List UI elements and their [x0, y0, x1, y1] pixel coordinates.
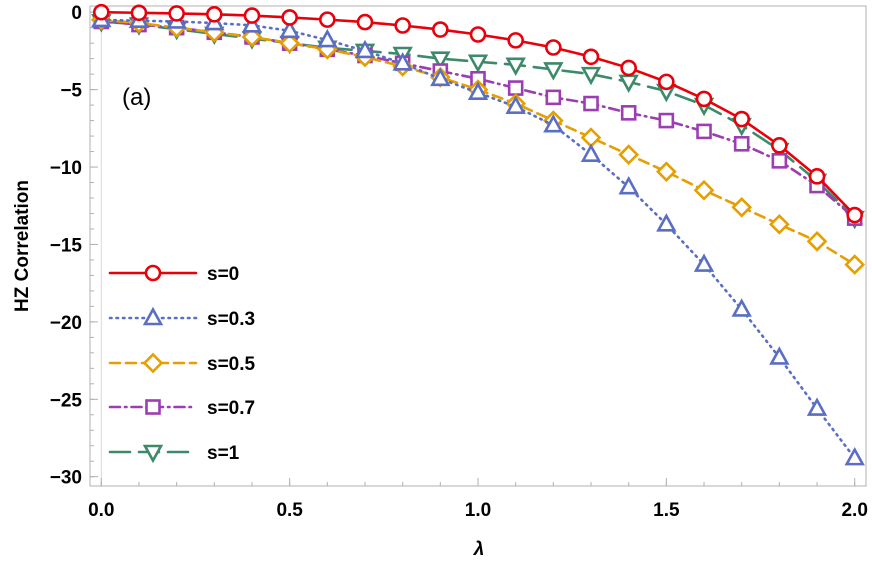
data-point	[695, 90, 713, 108]
legend-label: s=1	[207, 443, 240, 464]
y-tick-label: −5	[60, 81, 82, 102]
data-point	[583, 95, 599, 112]
legend-item: s=0.3	[108, 306, 255, 330]
data-point	[844, 446, 865, 466]
y-tick-label: −10	[50, 158, 82, 179]
data-point	[430, 67, 451, 87]
legend-label: s=0.3	[207, 309, 255, 330]
data-point	[243, 7, 261, 24]
data-point	[354, 39, 376, 59]
y-tick-label: 0	[71, 3, 82, 24]
legend-label: s=0.5	[207, 354, 256, 375]
data-point	[771, 153, 788, 169]
data-point	[432, 21, 449, 38]
data-point	[543, 62, 564, 81]
x-tick-label: 1.5	[653, 500, 680, 521]
data-point	[467, 54, 489, 73]
legend-item: s=0.5	[108, 352, 256, 375]
data-point	[618, 144, 640, 165]
y-tick-label: −25	[50, 390, 83, 411]
x-tick-label: 1.0	[465, 500, 491, 521]
data-point	[769, 213, 790, 235]
x-tick-label: 0.0	[88, 500, 114, 521]
data-point	[656, 213, 677, 232]
data-point	[618, 175, 639, 195]
legend-marker	[144, 264, 162, 282]
axes: 0.0 0.5 1.0 1.5 2.0 0 −5 −10 −15 −20 −25 −30	[50, 3, 868, 521]
data-point	[543, 114, 564, 133]
series-s-0	[93, 3, 863, 224]
data-point	[771, 137, 788, 154]
series-line	[100, 18, 857, 460]
data-point	[733, 136, 750, 152]
legend-marker	[145, 399, 161, 415]
data-point	[844, 254, 866, 275]
data-point	[241, 26, 263, 48]
data-point	[769, 346, 790, 365]
legend-item: s=0.7	[108, 398, 255, 419]
data-point	[806, 397, 828, 416]
data-point	[93, 3, 110, 21]
data-point	[693, 179, 715, 201]
series-s-0-3	[91, 8, 865, 466]
legend-marker	[142, 444, 164, 464]
data-point	[582, 48, 600, 66]
data-point	[392, 52, 413, 71]
x-axis-title: λ	[473, 539, 485, 560]
data-point	[808, 168, 826, 185]
y-tick-label: −30	[50, 468, 82, 489]
y-tick-label: −20	[50, 313, 82, 334]
data-point	[545, 39, 562, 56]
data-point	[658, 73, 675, 91]
data-point	[733, 110, 750, 128]
legend-marker	[142, 306, 164, 326]
data-point	[806, 231, 828, 252]
data-point	[693, 253, 715, 272]
x-tick-label: 0.5	[276, 500, 303, 521]
data-point	[658, 112, 675, 129]
data-point	[846, 206, 863, 224]
data-point	[394, 17, 411, 34]
legend-item: s=1	[108, 443, 240, 464]
series-group	[90, 3, 866, 466]
data-point	[241, 14, 263, 33]
data-point	[620, 59, 637, 77]
legend-item: s=0	[108, 264, 239, 285]
data-point	[696, 123, 712, 140]
data-point	[620, 105, 637, 121]
data-point	[505, 57, 526, 77]
data-point	[545, 89, 562, 106]
data-point	[580, 66, 602, 86]
y-axis-title: HZ Correlation	[12, 180, 33, 312]
data-point	[731, 196, 753, 218]
data-point	[467, 81, 489, 101]
data-point	[206, 6, 223, 23]
data-point	[168, 5, 185, 22]
data-point	[319, 11, 336, 28]
panel-label: (a)	[122, 84, 151, 111]
data-point	[505, 95, 526, 114]
data-point	[580, 143, 602, 162]
legend: s=0 s=0.3 s=0.5 s=0.7 s=1	[108, 264, 256, 464]
y-tick-label: −15	[50, 235, 83, 256]
data-point	[356, 13, 374, 31]
data-point	[281, 9, 298, 26]
data-point	[507, 32, 524, 49]
legend-label: s=0	[207, 264, 239, 285]
legend-marker	[142, 352, 164, 374]
x-tick-label: 2.0	[841, 500, 867, 521]
data-point	[130, 4, 148, 22]
data-point	[656, 161, 677, 183]
data-point	[507, 80, 524, 96]
legend-label: s=0.7	[207, 398, 255, 419]
data-point	[469, 26, 487, 43]
data-point	[731, 298, 752, 317]
data-point	[279, 19, 300, 39]
data-point	[279, 32, 300, 54]
data-point	[317, 28, 338, 48]
data-point	[430, 51, 451, 70]
